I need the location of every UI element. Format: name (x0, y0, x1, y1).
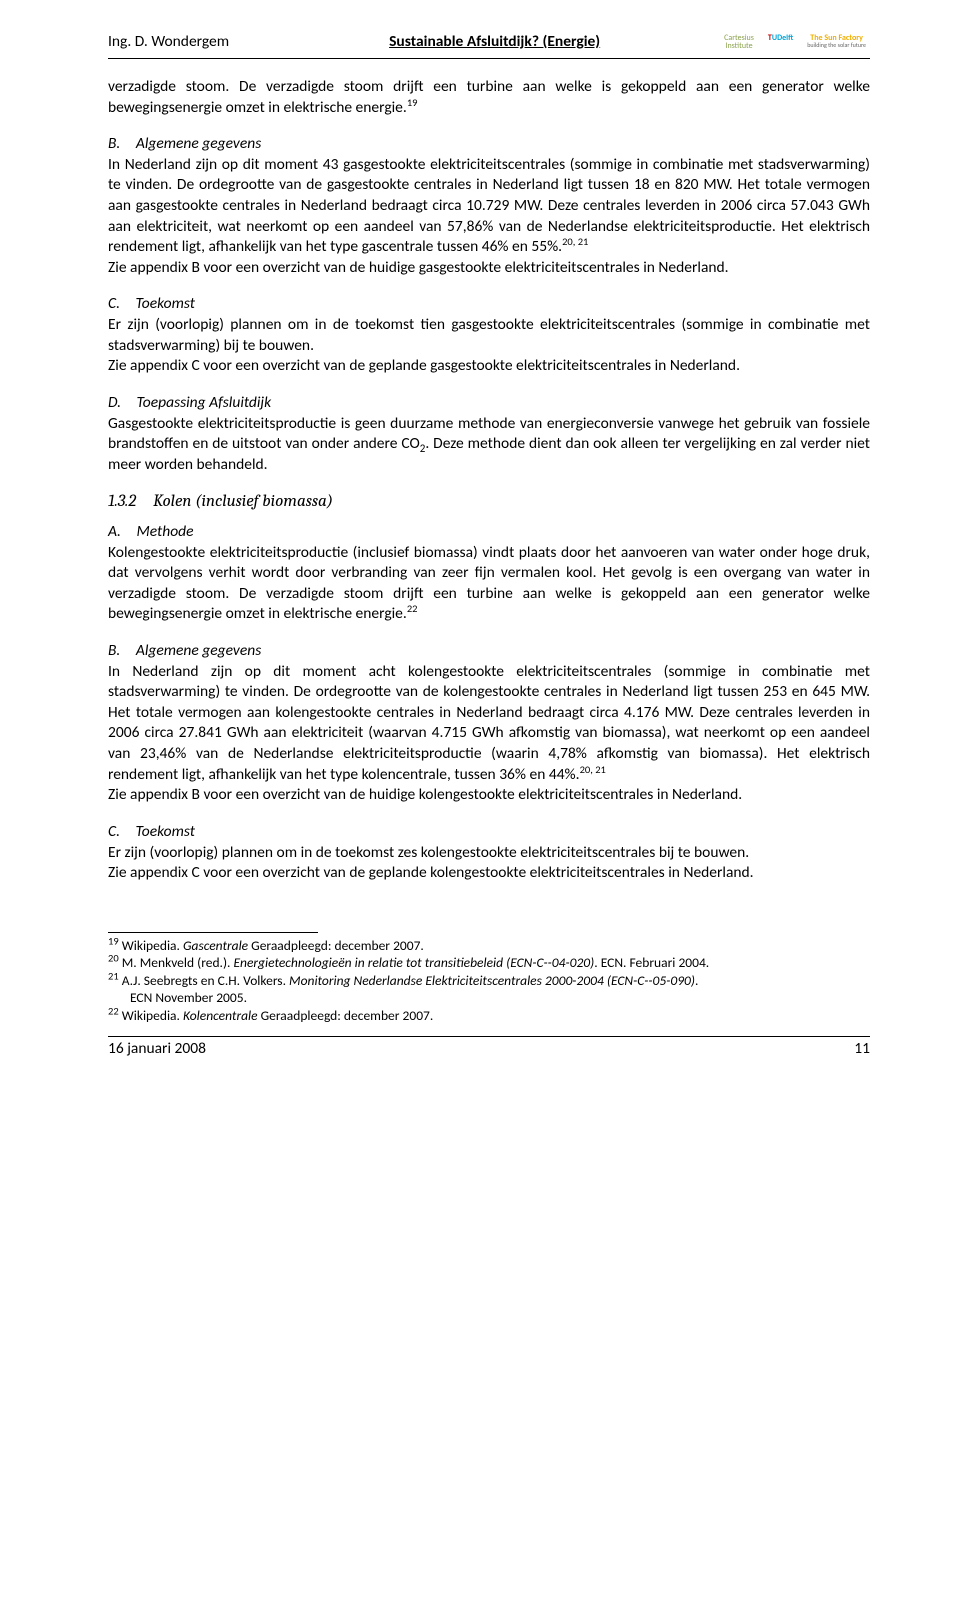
page-footer: 16 januari 2008 11 (108, 1039, 870, 1058)
footnote-ref-2021-b: 20, 21 (580, 763, 606, 776)
footer-date: 16 januari 2008 (108, 1039, 206, 1058)
footnote-19: 19 Wikipedia. Gascentrale Geraadpleegd: … (108, 937, 870, 955)
footnote-ref-2021: 20, 21 (562, 235, 588, 248)
heading-c-toekomst-2: C. Toekomst (108, 822, 870, 843)
footnote-22: 22 Wikipedia. Kolencentrale Geraadpleegd… (108, 1007, 870, 1025)
logo-cartesius: Cartesius Institute (720, 32, 758, 52)
page-header: Ing. D. Wondergem Sustainable Afsluitdij… (108, 32, 870, 52)
header-title: Sustainable Afsluitdijk? (Energie) (269, 32, 720, 51)
footnotes: 19 Wikipedia. Gascentrale Geraadpleegd: … (108, 937, 870, 1025)
para-opening: verzadigde stoom. De verzadigde stoom dr… (108, 77, 870, 118)
heading-d-toepassing: D. Toepassing Afsluitdijk (108, 393, 870, 414)
footnote-separator (108, 932, 318, 933)
para-c1: Er zijn (voorlopig) plannen om in de toe… (108, 315, 870, 377)
heading-b-algemene-2: B. Algemene gegevens (108, 641, 870, 662)
header-logos: Cartesius Institute TUDelft The Sun Fact… (720, 32, 870, 52)
para-d1: Gasgestookte elektriciteitsproductie is … (108, 414, 870, 476)
heading-b-algemene: B. Algemene gegevens (108, 134, 870, 155)
heading-a-methode-2: A. Methode (108, 522, 870, 543)
header-rule (108, 58, 870, 59)
header-author: Ing. D. Wondergem (108, 32, 229, 51)
footnote-ref-22: 22 (407, 602, 418, 615)
footnote-20: 20 M. Menkveld (red.). Energietechnologi… (108, 954, 870, 972)
footnote-21-cont: ECN November 2005. (108, 989, 870, 1007)
para-b2: In Nederland zijn op dit moment acht kol… (108, 662, 870, 806)
subsection-132: 1.3.2 Kolen (inclusief biomassa) (108, 491, 870, 514)
footer-page-number: 11 (854, 1039, 870, 1058)
heading-c-toekomst: C. Toekomst (108, 294, 870, 315)
footnote-ref-19: 19 (407, 95, 418, 108)
footer-rule (108, 1036, 870, 1037)
para-a2: Kolengestookte elektriciteitsproductie (… (108, 543, 870, 625)
footnote-21: 21 A.J. Seebregts en C.H. Volkers. Monit… (108, 972, 870, 990)
logo-tudelft: TUDelft (764, 32, 797, 44)
para-b1: In Nederland zijn op dit moment 43 gasge… (108, 155, 870, 279)
logo-sunfactory: The Sun Factory building the solar futur… (803, 32, 870, 50)
para-c2: Er zijn (voorlopig) plannen om in de toe… (108, 843, 870, 884)
body: verzadigde stoom. De verzadigde stoom dr… (108, 77, 870, 884)
